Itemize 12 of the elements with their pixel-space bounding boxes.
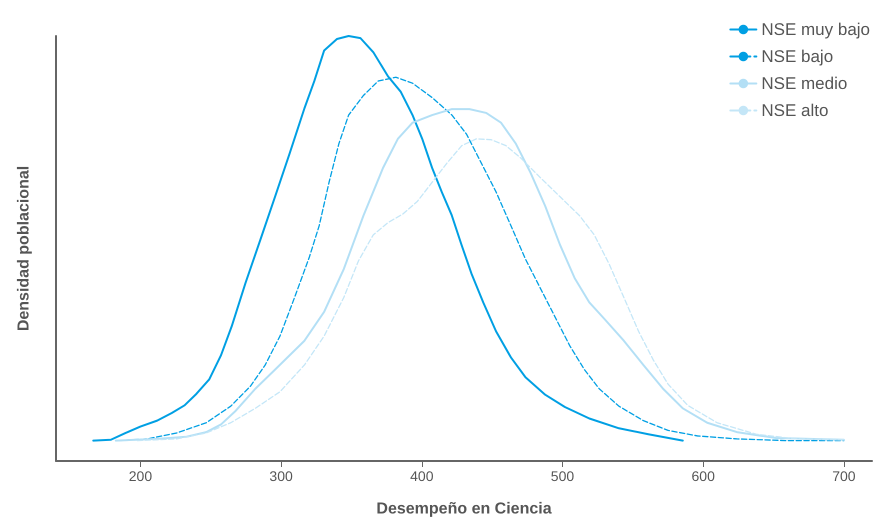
legend-label: NSE alto [761, 101, 828, 120]
y-axis-title: Densidad poblacional [16, 166, 32, 332]
x-tick-label: 400 [410, 468, 434, 484]
x-axis-title: Desempeño en Ciencia [376, 500, 552, 518]
x-tick-label: 700 [832, 468, 856, 484]
x-tick-label: 600 [691, 468, 716, 484]
x-tick-label: 500 [550, 468, 574, 484]
x-tick-label: 300 [269, 468, 293, 484]
legend-label: NSE medio [761, 74, 848, 93]
x-tick-label: 200 [128, 468, 152, 484]
legend-label: NSE bajo [761, 47, 834, 66]
legend-label: NSE muy bajo [761, 20, 870, 39]
